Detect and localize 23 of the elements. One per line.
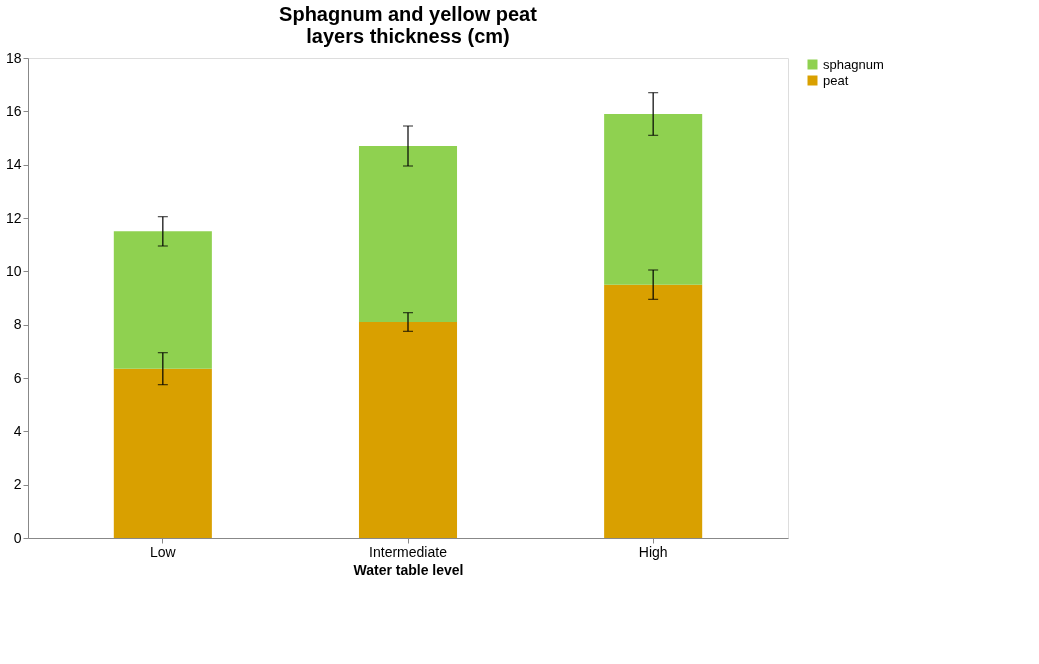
bar [113,231,212,369]
bar [358,322,458,538]
y-tick-label: 2 [13,476,22,493]
bar [113,368,212,538]
bar [358,146,458,322]
x-axis-title: Water table level [353,561,464,578]
y-tick-label: 0 [13,529,22,546]
y-tick-label: 8 [13,316,22,333]
y-tick-label: 4 [13,422,22,439]
bar [604,284,703,538]
legend-label: peat [823,72,849,88]
y-tick-label: 18 [5,49,22,66]
x-tick-label: High [638,543,668,560]
legend-label: sphagnum [823,56,884,72]
y-tick-label: 12 [5,209,22,226]
y-tick-label: 14 [5,156,22,173]
y-tick-label: 16 [5,102,22,119]
bar [604,114,703,285]
x-tick-label: Low [149,543,177,560]
chart-title: Sphagnum and yellow peat layers thickness (cm) [279,3,538,47]
x-tick-label: Intermediate [369,543,448,560]
y-tick-label: 10 [5,262,22,279]
y-tick-label: 6 [13,369,22,386]
